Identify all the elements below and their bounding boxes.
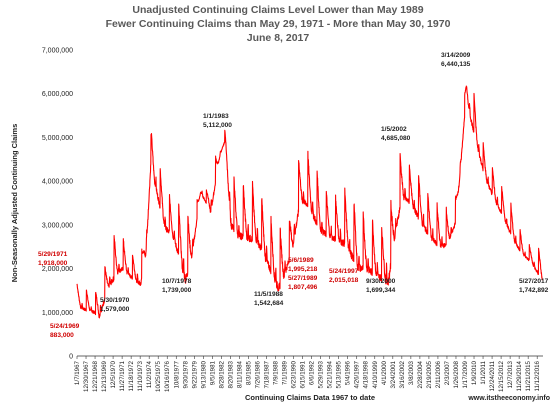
- x-tick-label: 12/21/1968: [92, 360, 99, 392]
- y-tick-label: 1,000,000: [42, 310, 73, 317]
- x-tick-label: 3/24/2001: [390, 360, 397, 388]
- y-tick-label: 0: [69, 354, 73, 361]
- x-axis-label: Continuing Claims Data 1967 to date: [245, 393, 375, 402]
- annotation-label: 10/7/1978: [162, 278, 192, 285]
- x-tick-label: 8/20/1983: [227, 360, 234, 388]
- annotation-value: 1,699,344: [366, 287, 396, 294]
- x-tick-label: 7/26/1986: [254, 360, 261, 388]
- x-tick-label: 10/25/1975: [155, 360, 162, 392]
- x-tick-label: 7/18/1987: [263, 360, 270, 388]
- x-tick-label: 1/1/2011: [480, 360, 487, 384]
- x-tick-label: 6/15/1991: [300, 360, 307, 388]
- x-tick-label: 5/21/1994: [327, 360, 334, 388]
- annotation-value: 1,742,892: [519, 287, 549, 294]
- chart-subtitle: Fewer Continuing Claims than May 29, 197…: [106, 18, 451, 30]
- annotation-label: 9/30/2000: [366, 278, 396, 285]
- x-tick-label: 3/8/2003: [408, 360, 415, 385]
- x-tick-label: 4/26/1997: [354, 360, 361, 388]
- x-tick-label: 12/30/1967: [83, 360, 90, 392]
- annotation-label: 5/27/1989: [288, 275, 318, 282]
- annotation-label: 5/29/1971: [38, 251, 68, 258]
- y-tick-label: 5,000,000: [42, 135, 73, 142]
- annotation-label: 3/14/2009: [441, 52, 471, 59]
- x-tick-label: 5/29/1993: [318, 360, 325, 388]
- x-tick-label: 6/23/1990: [291, 360, 298, 388]
- x-tick-label: 7/1/1989: [282, 360, 289, 385]
- y-tick-label: 6,000,000: [42, 91, 73, 98]
- x-tick-label: 8/11/1984: [236, 360, 243, 388]
- x-tick-label: 11/12/2016: [534, 360, 541, 391]
- x-tick-label: 2/11/2006: [435, 360, 442, 388]
- x-tick-label: 9/22/1979: [191, 360, 198, 388]
- x-tick-label: 11/27/1971: [119, 360, 126, 391]
- y-tick-label: 3,000,000: [42, 222, 73, 229]
- series-line-continuing-claims: [76, 85, 543, 319]
- x-tick-label: 1/17/2009: [462, 360, 469, 388]
- x-tick-label: 10/8/1977: [173, 360, 180, 388]
- x-tick-label: 9/30/1978: [182, 360, 189, 388]
- annotation-value: 5,112,000: [203, 122, 232, 129]
- x-tick-label: 11/10/1973: [137, 360, 144, 391]
- x-tick-label: 1/9/2010: [471, 360, 478, 385]
- x-tick-label: 6/6/1992: [309, 360, 316, 385]
- x-tick-label: 1/26/2008: [453, 360, 460, 388]
- y-axis: 0 1,000,000 2,000,000 3,000,000 4,000,000 5,0…: [42, 48, 73, 361]
- x-tick-label: 12/24/2011: [489, 360, 496, 391]
- x-tick-label: 12/13/1969: [101, 360, 108, 392]
- x-tick-label: 8/3/1985: [245, 360, 252, 385]
- x-tick-label: 2/19/2005: [426, 360, 433, 388]
- x-axis: 1/7/1967 12/30/1967 12/21/1968 12/13/1969 12…: [74, 356, 541, 392]
- annotation-value: 6,440,135: [441, 61, 471, 68]
- annotation-label: 5/6/1989: [288, 257, 314, 264]
- x-tick-label: 1/7/1967: [74, 360, 81, 385]
- annotation-value: 1,579,000: [100, 306, 130, 313]
- source-label: www.itstheeconomy.info: [467, 395, 550, 402]
- annotation-value: 1,542,684: [254, 300, 284, 307]
- annotation-label: 5/27/2017: [519, 278, 549, 285]
- annotation-value: 1,807,496: [288, 284, 318, 291]
- x-tick-label: 12/5/1970: [110, 360, 117, 388]
- y-tick-label: 4,000,000: [42, 179, 73, 186]
- x-tick-label: 12/7/2013: [507, 360, 514, 388]
- annotation-label: 1/5/2002: [381, 126, 407, 133]
- x-tick-label: 5/4/1996: [345, 360, 352, 385]
- y-axis-label: Non-Seasonally Adjusted Continuing Claim…: [10, 124, 19, 283]
- x-tick-label: 11/21/2015: [525, 360, 532, 391]
- annotations: 5/24/1969 883,000 5/29/1971 1,918,000 5/…: [38, 52, 549, 339]
- x-tick-label: 7/9/1988: [273, 360, 280, 385]
- chart-date: June 8, 2017: [247, 32, 310, 44]
- annotation-label: 5/24/1997: [329, 268, 359, 275]
- x-tick-label: 9/13/1980: [200, 360, 207, 388]
- x-tick-label: 11/18/1972: [128, 360, 135, 391]
- x-tick-label: 2/28/2004: [417, 360, 424, 388]
- x-tick-label: 11/29/2014: [516, 360, 523, 391]
- annotation-value: 1,739,000: [162, 287, 192, 294]
- y-tick-label: 7,000,000: [42, 48, 73, 55]
- x-tick-label: 11/2/1974: [146, 360, 153, 388]
- x-tick-label: 5/13/1995: [336, 360, 343, 388]
- annotation-label: 1/1/1983: [203, 113, 229, 120]
- chart-title: Unadjusted Continuing Claims Level Lower…: [132, 4, 423, 16]
- annotation-value: 4,685,080: [381, 135, 411, 142]
- x-tick-label: 9/5/1981: [209, 360, 216, 385]
- x-tick-label: 4/18/1998: [363, 360, 370, 388]
- annotation-value: 1,995,218: [288, 266, 318, 273]
- x-tick-label: 8/28/1982: [218, 360, 225, 388]
- x-tick-label: 10/16/1976: [164, 360, 171, 392]
- annotation-value: 1,918,000: [38, 260, 68, 267]
- x-tick-label: 3/16/2002: [399, 360, 406, 388]
- x-tick-label: 4/1/2000: [381, 360, 388, 385]
- annotation-label: 5/30/1970: [100, 297, 130, 304]
- y-tick-label: 2,000,000: [42, 266, 73, 273]
- annotation-label: 5/24/1969: [50, 323, 80, 330]
- x-tick-label: 4/10/1999: [372, 360, 379, 388]
- x-tick-label: 2/3/2007: [444, 360, 451, 385]
- annotation-value: 883,000: [50, 332, 74, 339]
- annotation-value: 2,015,018: [329, 277, 359, 284]
- annotation-label: 11/5/1988: [254, 291, 283, 298]
- x-tick-label: 12/15/2012: [498, 360, 505, 392]
